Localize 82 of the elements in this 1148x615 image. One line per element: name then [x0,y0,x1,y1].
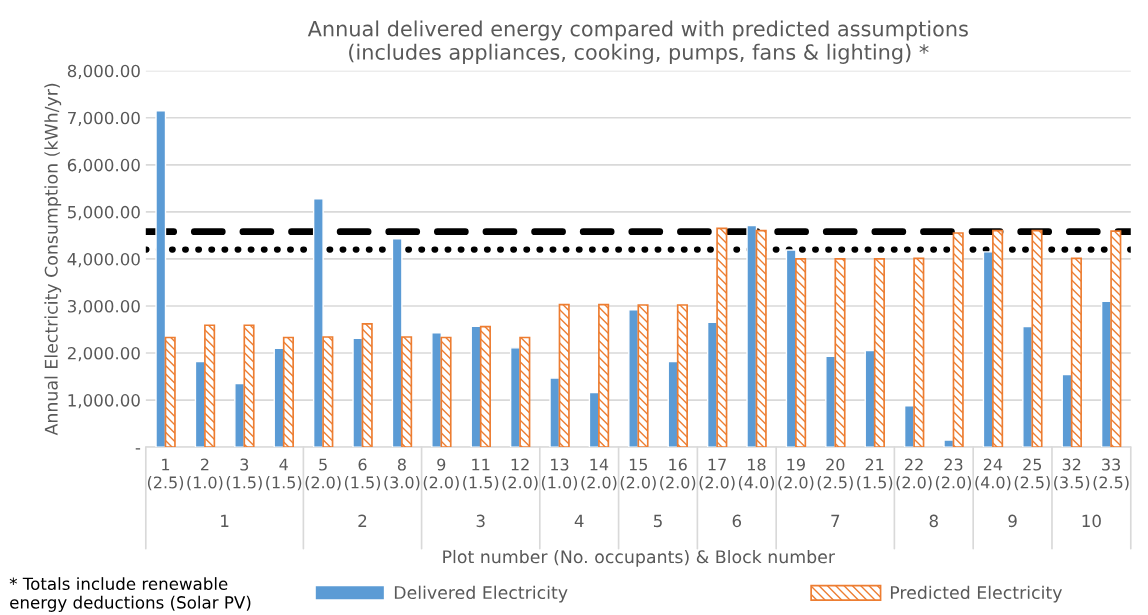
x-tick-label: 14 (2.0) [581,458,617,491]
text: 5 [653,514,662,528]
bar [676,304,688,448]
legend-label: Predicted Electricity [890,585,1062,603]
bar [716,227,728,448]
x-tick-label: 33 (2.5) [1093,458,1129,491]
bar [479,325,491,448]
text: 3 [476,514,485,528]
x-tick-label: 15 (2.0) [620,458,656,491]
x-tick-label: 16 (2.0) [660,458,696,491]
text: 9 [1008,514,1017,528]
x-tick-label: 19 (2.0) [778,458,814,491]
y-tick-label: - [135,448,141,450]
bar [1031,229,1043,448]
x-tick-label: 20 (2.5) [817,458,853,491]
bar [755,229,767,448]
text: 8 [929,514,938,528]
x-tick-label: 17 (2.0) [699,458,735,491]
bar [746,224,758,448]
text: 4 [574,514,584,527]
bar [352,337,364,448]
bar [873,258,885,448]
bar [558,303,570,448]
text: 2 [358,514,367,527]
bar [519,336,531,448]
bar [943,439,955,448]
bar [164,336,176,448]
x-tick-label: 9 (2.0) [423,458,459,491]
y-tick-label: 5,000.00 [68,205,140,221]
y-tick-label: 2,000.00 [67,346,140,362]
x-axis-title: Plot number (No. occupants) & Block number [443,549,836,567]
bar [637,304,649,448]
x-tick-label: 5 (2.0) [305,458,341,491]
y-tick-label: 8,000.00 [67,64,140,79]
text: 7 [831,514,840,527]
x-tick-label: 1 (2.5) [147,458,184,491]
x-tick-label: 21 (1.5) [857,458,893,491]
chart-title: Annual delivered energy compared with predicted assumptions (includes appliances, cooking, pumps, fans & lighting) * [307,20,968,64]
bar [795,258,807,448]
bar [391,237,403,448]
x-tick-label: 24 (4.0) [975,458,1011,491]
text: * Totals include renewable energy deductions (Solar PV) [9,577,251,612]
bar [913,257,925,448]
y-tick-label: 1,000.00 [68,394,140,409]
x-tick-label: 22 (2.0) [896,458,932,491]
bar [1070,257,1082,448]
x-tick-label: 13 (1.0) [541,458,578,491]
bar [282,336,294,448]
y-tick-label: 6,000.00 [67,158,140,174]
y-tick-label: 3,000.00 [67,299,140,315]
x-tick-label: 23 (2.0) [935,458,972,491]
bar [952,232,964,448]
legend-label: Delivered Electricity [394,585,568,603]
bar [440,336,452,448]
bar [598,303,610,448]
bar [322,336,334,448]
bar [401,336,413,448]
x-tick-label: 2 (1.0) [187,458,223,491]
bar [361,323,373,448]
bar [155,110,167,448]
text: 6 [732,514,742,528]
x-tick-label: 18 (4.0) [738,458,775,491]
y-tick-label: 4,000.00 [67,252,140,268]
bar [1110,230,1122,448]
x-tick-label: 3 (1.5) [226,458,262,491]
y-tick-label: 7,000.00 [68,111,140,127]
x-tick-label: 4 (1.5) [266,458,302,491]
text: 10 [1082,514,1101,528]
x-tick-label: 25 (2.5) [1014,458,1050,491]
bar [243,324,255,448]
x-tick-label: 12 (2.0) [502,458,538,491]
x-tick-label: 6 (1.5) [344,458,381,491]
text: 1 [221,514,229,527]
bar [549,377,561,448]
x-tick-label: 32 (3.5) [1054,458,1090,491]
x-tick-label: 8 (3.0) [384,458,420,491]
bar [312,197,324,448]
x-tick-label: 11 (1.5) [463,458,499,491]
bar [834,258,846,448]
bar [992,229,1004,448]
y-axis-title: Annual Electricity Consumption (kWh/yr) [44,83,62,436]
bar [204,324,216,448]
